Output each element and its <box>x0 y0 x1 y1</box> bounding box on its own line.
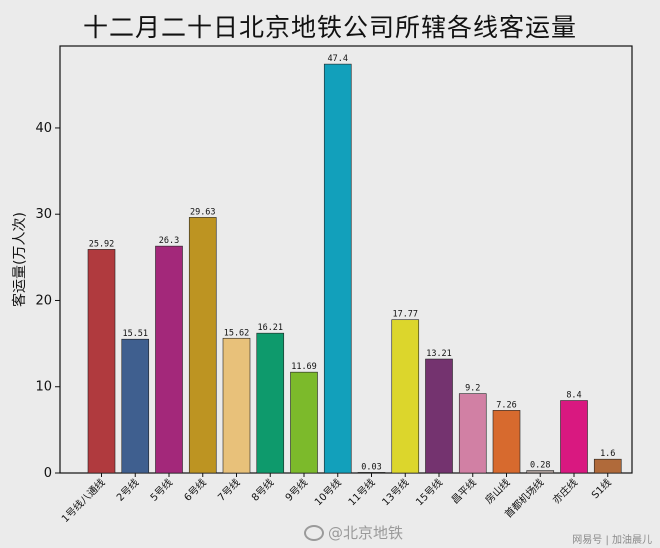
data-label: 47.4 <box>328 54 348 64</box>
bar <box>188 217 217 474</box>
data-label: 0.28 <box>530 461 550 471</box>
bar <box>560 400 588 474</box>
data-label: 13.21 <box>426 349 452 359</box>
category-label: 9号线 <box>282 476 310 504</box>
data-label: 25.92 <box>89 239 115 249</box>
y-tick-label: 40 <box>35 121 52 136</box>
category-label: 1号线八通线 <box>59 476 108 525</box>
bar <box>87 249 116 474</box>
bar <box>425 358 453 474</box>
category-label: 8号线 <box>249 476 277 504</box>
bar <box>526 470 555 474</box>
chart-bars <box>87 63 622 474</box>
bar <box>323 63 352 474</box>
data-label: 15.62 <box>224 328 250 338</box>
category-label: 7号线 <box>215 476 243 504</box>
category-label: 11号线 <box>345 476 377 508</box>
y-tick-label: 10 <box>35 380 52 395</box>
category-label: 亦庄线 <box>550 476 580 506</box>
bar <box>256 332 285 474</box>
data-label: 29.63 <box>190 207 216 217</box>
category-label: 13号线 <box>379 476 411 508</box>
data-label: 1.6 <box>600 449 615 459</box>
data-label: 15.51 <box>122 329 148 339</box>
data-label: 0.03 <box>361 462 381 472</box>
category-label: S1线 <box>589 476 614 501</box>
bar <box>222 337 251 474</box>
y-tick-label: 20 <box>35 293 52 308</box>
bar <box>492 410 521 474</box>
category-label: 5号线 <box>147 476 175 504</box>
category-label: 2号线 <box>114 476 142 504</box>
chart-title: 十二月二十日北京地铁公司所辖各线客运量 <box>82 13 577 42</box>
data-label: 8.4 <box>566 391 581 401</box>
data-label: 9.2 <box>465 384 480 394</box>
data-label: 26.3 <box>159 236 179 246</box>
y-tick-label: 0 <box>44 466 52 481</box>
y-axis-label: 客运量(万人次) <box>11 212 28 307</box>
data-label: 16.21 <box>257 323 283 333</box>
y-tick-label: 30 <box>35 207 52 222</box>
credit-text: 网易号 | 加油晨儿 <box>572 535 652 546</box>
bar <box>593 458 622 474</box>
category-label: 10号线 <box>312 476 344 508</box>
bar <box>458 393 487 474</box>
watermark: @北京地铁 <box>304 522 403 543</box>
data-label: 11.69 <box>291 362 317 372</box>
category-label: 昌平线 <box>448 476 478 506</box>
bar <box>155 245 183 474</box>
data-label: 7.26 <box>496 400 516 410</box>
bar <box>121 338 150 474</box>
data-label: 17.77 <box>392 310 418 320</box>
category-label: 15号线 <box>413 476 445 508</box>
weibo-icon <box>304 524 324 541</box>
watermark-text: @北京地铁 <box>328 524 404 542</box>
category-label: 房山线 <box>482 476 512 506</box>
bar <box>391 319 420 474</box>
bar <box>357 472 386 474</box>
bar <box>290 371 318 474</box>
category-label: 6号线 <box>181 476 209 504</box>
